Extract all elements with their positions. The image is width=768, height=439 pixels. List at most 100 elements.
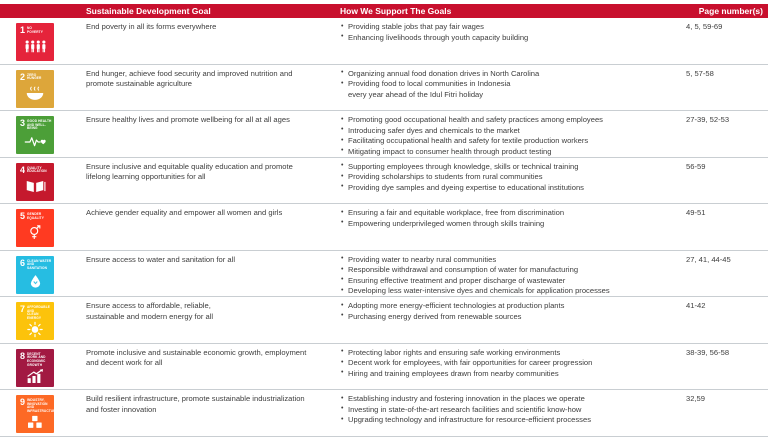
sdg3-heartbeat-icon — [24, 137, 46, 147]
table-row: 7 Affordable and Clean Energy Ensure acc… — [0, 297, 768, 344]
sdg-number: 8 — [20, 350, 26, 361]
bullet-text: Purchasing energy derived from renewable… — [348, 311, 522, 321]
table-row: 4 Quality Education Ensure inclusive and… — [0, 158, 768, 204]
support-bullet: • Introducing safer dyes and chemicals to… — [340, 126, 680, 137]
bullet-dot: • — [341, 162, 344, 169]
goal-text: Ensure healthy lives and promote wellbei… — [86, 115, 290, 124]
bullet-dot: • — [341, 22, 344, 30]
sdg-icon-tile: 7 Affordable and Clean Energy — [16, 302, 54, 340]
table-row: 3 Good Health and Well-Being Ensure heal… — [0, 111, 768, 158]
support-bullet: • Hiring and training employees drawn fro… — [340, 369, 680, 380]
bullet-text: Developing less water-intensive dyes and… — [348, 286, 610, 295]
bullet-text: Mitigating impact to consumer health thr… — [348, 146, 552, 156]
bullet-dot: • — [341, 172, 344, 180]
sdg7-sun-icon — [27, 321, 43, 338]
table-row: 2 Zero Hunger End hunger, achieve food s… — [0, 65, 768, 111]
page-numbers: 32,59 — [686, 394, 706, 403]
bullet-dot: • — [341, 415, 344, 423]
sdg-icon-label: Clean Water and Sanitation — [27, 258, 52, 270]
bullet-dot: • — [341, 33, 344, 40]
bullet-text: Protecting labor rights and ensuring saf… — [348, 347, 561, 357]
support-list: • Protecting labor rights and ensuring sa… — [340, 344, 680, 390]
table-row: 8 Decent Work and Economic Growth Promot… — [0, 344, 768, 390]
bullet-dot: • — [341, 183, 344, 190]
sdg-icon-label: Decent Work and Economic Growth — [27, 351, 46, 367]
support-bullet: • Mitigating impact to consumer health th… — [340, 147, 680, 158]
goal-text: End hunger, achieve food security and im… — [86, 68, 293, 89]
bullet-dot: • — [341, 265, 344, 273]
support-bullet: • Providing food to local communities in … — [340, 79, 680, 100]
bullet-dot: • — [341, 208, 344, 216]
sdg-icon-tile: 3 Good Health and Well-Being — [16, 116, 54, 154]
support-bullet: • Organizing annual food donation drives … — [340, 69, 680, 80]
bullet-dot: • — [341, 79, 344, 87]
sdg-number: 1 — [20, 25, 26, 35]
bullet-dot: • — [341, 348, 344, 355]
sdg-icon-label: No Poverty — [27, 26, 43, 34]
page-numbers: 5, 57-58 — [686, 68, 714, 78]
sdg-icon-label: Zero Hunger — [27, 72, 42, 81]
support-bullet: • Facilitating occupational health and sa… — [340, 136, 680, 147]
sdg-icon-label: Affordable and Clean Energy — [27, 305, 50, 321]
support-list: • Supporting employees through knowledge,… — [340, 158, 680, 204]
sdg-icon-tile: 1 No Poverty — [16, 23, 54, 61]
support-bullet: • Ensuring a fair and equitable workplace… — [340, 208, 680, 219]
bullet-dot: • — [341, 358, 344, 366]
goal-text: Achieve gender equality and empower all … — [86, 208, 283, 217]
support-bullet: • Supporting employees through knowledge,… — [340, 162, 680, 173]
header-support-column: How We Support The Goals — [340, 6, 452, 16]
support-bullet: • Providing water to nearby rural communi… — [340, 255, 680, 266]
support-bullet: • Promoting good occupational health and … — [340, 115, 680, 126]
sdg-icon-tile: 4 Quality Education — [16, 162, 54, 201]
sdg-number: 5 — [20, 211, 26, 221]
page-numbers: 27-39, 52-53 — [686, 115, 730, 124]
page-numbers: 41-42 — [686, 301, 706, 310]
bullet-text: Establishing industry and fostering inno… — [348, 394, 585, 403]
support-list: • Providing water to nearby rural communi… — [340, 251, 680, 297]
sdg-glyph-holder — [16, 414, 54, 433]
support-bullet: • Providing stable jobs that pay fair wag… — [340, 22, 680, 33]
bullet-dot: • — [341, 126, 344, 133]
sdg-icon-cell: 7 Affordable and Clean Energy — [0, 297, 86, 343]
sdg-number: 7 — [20, 304, 26, 314]
sdg-icon-cell: 3 Good Health and Well-Being — [0, 111, 86, 157]
sdg-number: 9 — [20, 397, 26, 407]
bullet-text: Facilitating occupational health and saf… — [348, 136, 589, 145]
bullet-text: Promoting good occupational health and s… — [348, 115, 603, 124]
support-bullet: • Empowering underprivileged women throug… — [340, 219, 680, 230]
bullet-text: Providing scholarships to students from … — [348, 172, 543, 181]
sdg8-growth-chart-icon — [26, 369, 43, 383]
support-bullet: • Developing less water-intensive dyes an… — [340, 286, 680, 297]
sdg-number: 6 — [20, 257, 26, 268]
bullet-dot: • — [341, 115, 344, 123]
sdg6-water-drop-icon — [30, 274, 40, 288]
sdg-icon-tile: 5 Gender Equality — [16, 209, 54, 247]
sdg-glyph-holder — [16, 220, 54, 247]
support-bullet: • Providing dye samples and dyeing expert… — [340, 183, 680, 194]
sdg-number: 3 — [20, 118, 26, 128]
bullet-dot: • — [341, 219, 344, 226]
sdg4-book-icon — [26, 180, 46, 192]
sdg-icon-cell: 1 No Poverty — [0, 18, 86, 64]
bullet-text: Upgrading technology and infrastructure … — [348, 415, 591, 424]
table-body: 1 No Poverty End poverty in all its form… — [0, 18, 768, 437]
bullet-dot: • — [341, 312, 344, 319]
bullet-text: Enhancing livelihoods through youth capa… — [348, 32, 529, 42]
bullet-text: Investing in state-of-the-art research f… — [348, 404, 582, 414]
support-bullet: • Responsible withdrawal and consumption … — [340, 265, 680, 276]
support-bullet: • Adopting more energy-efficient technolo… — [340, 301, 680, 312]
sdg-icon-cell: 9 Industry, Innovation and Infrastructur… — [0, 390, 86, 436]
support-bullet: • Investing in state-of-the-art research … — [340, 405, 680, 416]
support-bullet: • Enhancing livelihoods through youth cap… — [340, 33, 680, 44]
bullet-text: Providing stable jobs that pay fair wage… — [348, 22, 484, 31]
bullet-dot: • — [341, 276, 344, 283]
support-list: • Promoting good occupational health and … — [340, 111, 680, 157]
goal-text: Ensure inclusive and equitable quality e… — [86, 161, 293, 182]
page-numbers: 49-51 — [686, 208, 706, 217]
sdg-glyph-holder — [16, 174, 54, 201]
sdg1-people-icon — [25, 40, 45, 53]
bullet-text: Decent work for employees, with fair opp… — [348, 358, 593, 367]
sdg-glyph-holder — [16, 321, 54, 340]
bullet-text: Responsible withdrawal and consumption o… — [348, 265, 579, 274]
